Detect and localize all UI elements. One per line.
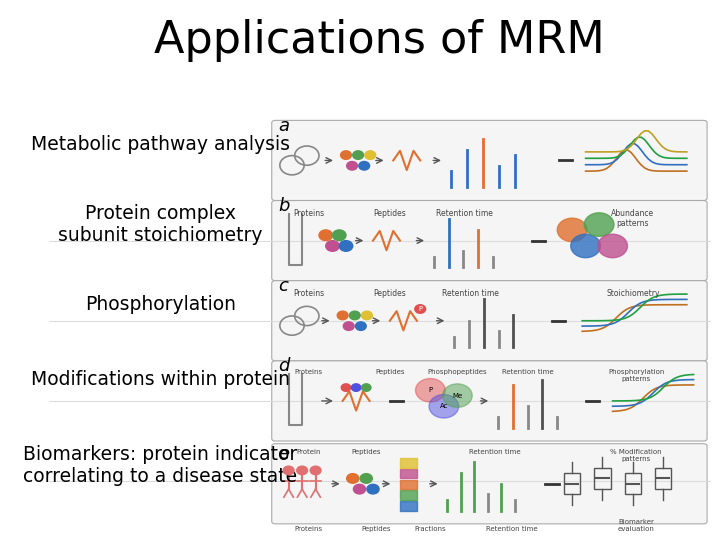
Text: P: P: [418, 306, 423, 312]
Text: Proteins: Proteins: [293, 208, 325, 218]
Text: Retention time: Retention time: [503, 369, 554, 375]
Circle shape: [319, 230, 333, 241]
Text: b: b: [279, 197, 290, 215]
Text: Ac: Ac: [440, 403, 448, 409]
Text: Phosphopeptides: Phosphopeptides: [428, 369, 487, 375]
Circle shape: [333, 230, 346, 241]
Circle shape: [361, 384, 371, 392]
Text: Applications of MRM: Applications of MRM: [154, 19, 605, 62]
Text: d: d: [279, 357, 290, 375]
FancyBboxPatch shape: [271, 120, 707, 200]
Text: Modifications within protein: Modifications within protein: [31, 370, 290, 389]
Text: Protein: Protein: [297, 449, 321, 455]
Text: Proteins: Proteins: [294, 526, 323, 532]
Text: Proteins: Proteins: [293, 289, 325, 298]
FancyBboxPatch shape: [271, 200, 707, 281]
Circle shape: [354, 484, 366, 494]
Circle shape: [359, 161, 369, 170]
Text: P: P: [428, 387, 433, 393]
FancyBboxPatch shape: [271, 361, 707, 441]
Circle shape: [343, 322, 354, 330]
Bar: [625, 473, 641, 495]
Text: % Modification
patterns: % Modification patterns: [611, 449, 662, 462]
Text: a: a: [279, 117, 289, 134]
FancyBboxPatch shape: [271, 444, 707, 524]
Circle shape: [365, 151, 376, 159]
Circle shape: [339, 241, 353, 251]
Text: Phosphorylation: Phosphorylation: [85, 295, 236, 314]
Bar: [400, 480, 417, 489]
Text: Peptides: Peptides: [351, 449, 381, 455]
Circle shape: [346, 474, 359, 483]
Circle shape: [283, 466, 294, 475]
Circle shape: [325, 241, 339, 251]
Text: Protein complex
subunit stoichiometry: Protein complex subunit stoichiometry: [58, 204, 263, 245]
Bar: [564, 473, 580, 495]
Text: Stoichiometry: Stoichiometry: [606, 289, 660, 298]
Circle shape: [356, 322, 366, 330]
Text: Biomarker
evaluation: Biomarker evaluation: [618, 519, 654, 532]
Circle shape: [367, 484, 379, 494]
Text: e: e: [279, 446, 289, 463]
Circle shape: [415, 379, 445, 402]
Circle shape: [443, 384, 472, 407]
Circle shape: [297, 466, 307, 475]
Text: Metabolic pathway analysis: Metabolic pathway analysis: [31, 135, 290, 154]
Text: c: c: [279, 277, 289, 295]
Circle shape: [351, 384, 361, 392]
Text: Retention time: Retention time: [436, 208, 492, 218]
Text: Biomarkers: protein indicator
correlating to a disease state: Biomarkers: protein indicator correlatin…: [23, 444, 297, 485]
Text: Proteins: Proteins: [294, 369, 323, 375]
Circle shape: [341, 151, 351, 159]
Text: Fractions: Fractions: [415, 526, 446, 532]
FancyBboxPatch shape: [271, 281, 707, 361]
Circle shape: [310, 466, 321, 475]
Text: Retention time: Retention time: [469, 449, 521, 455]
Circle shape: [337, 311, 348, 320]
Text: Peptides: Peptides: [374, 208, 406, 218]
Text: Abundance
patterns: Abundance patterns: [611, 208, 654, 228]
Text: Me: Me: [452, 393, 462, 399]
Text: Peptides: Peptides: [374, 289, 406, 298]
Text: Retention time: Retention time: [485, 526, 537, 532]
Circle shape: [415, 305, 426, 313]
Circle shape: [598, 234, 627, 258]
Circle shape: [571, 234, 600, 258]
Circle shape: [429, 395, 459, 418]
Bar: [400, 469, 417, 478]
Text: Peptides: Peptides: [361, 526, 391, 532]
Text: Phosphorylation
patterns: Phosphorylation patterns: [608, 369, 665, 382]
Bar: [655, 468, 671, 489]
Bar: [595, 468, 611, 489]
Circle shape: [341, 384, 351, 392]
Circle shape: [349, 311, 360, 320]
Bar: [400, 501, 417, 510]
Circle shape: [346, 161, 357, 170]
Text: Retention time: Retention time: [442, 289, 499, 298]
Circle shape: [360, 474, 372, 483]
Text: Peptides: Peptides: [375, 369, 405, 375]
Bar: [400, 458, 417, 468]
Circle shape: [584, 213, 614, 237]
Circle shape: [361, 311, 372, 320]
Circle shape: [353, 151, 364, 159]
Circle shape: [557, 218, 587, 242]
Bar: [400, 490, 417, 500]
